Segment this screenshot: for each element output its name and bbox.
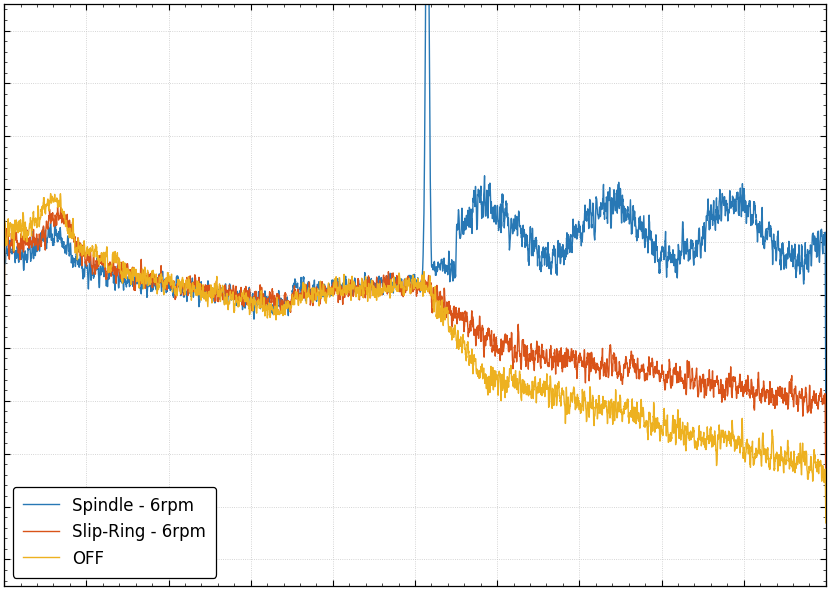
Line: OFF: OFF (4, 194, 826, 523)
Slip-Ring - 6rpm (390, 281, 400, 289)
Spindle - 6rpm (389, 278, 399, 286)
Slip-Ring - 6rpm (52, 204, 62, 211)
Spindle - 6rpm (821, 429, 830, 436)
Slip-Ring - 6rpm (0, 366, 9, 373)
OFF (351, 292, 361, 299)
OFF (821, 519, 830, 526)
Spindle - 6rpm (755, 230, 765, 237)
Spindle - 6rpm (351, 288, 361, 295)
Slip-Ring - 6rpm (796, 393, 806, 400)
Slip-Ring - 6rpm (821, 490, 830, 497)
Spindle - 6rpm (344, 290, 354, 297)
OFF (46, 190, 56, 197)
OFF (596, 404, 606, 411)
OFF (755, 451, 765, 458)
Line: Spindle - 6rpm: Spindle - 6rpm (4, 0, 826, 432)
Line: Slip-Ring - 6rpm: Slip-Ring - 6rpm (4, 207, 826, 494)
OFF (0, 356, 9, 363)
OFF (344, 286, 354, 293)
OFF (390, 283, 400, 290)
Slip-Ring - 6rpm (344, 281, 354, 289)
Spindle - 6rpm (596, 206, 606, 213)
Slip-Ring - 6rpm (755, 397, 765, 404)
Slip-Ring - 6rpm (351, 288, 361, 295)
Slip-Ring - 6rpm (596, 363, 606, 370)
OFF (796, 454, 806, 461)
Spindle - 6rpm (0, 372, 9, 379)
Legend: Spindle - 6rpm, Slip-Ring - 6rpm, OFF: Spindle - 6rpm, Slip-Ring - 6rpm, OFF (12, 487, 217, 578)
Spindle - 6rpm (796, 259, 806, 266)
